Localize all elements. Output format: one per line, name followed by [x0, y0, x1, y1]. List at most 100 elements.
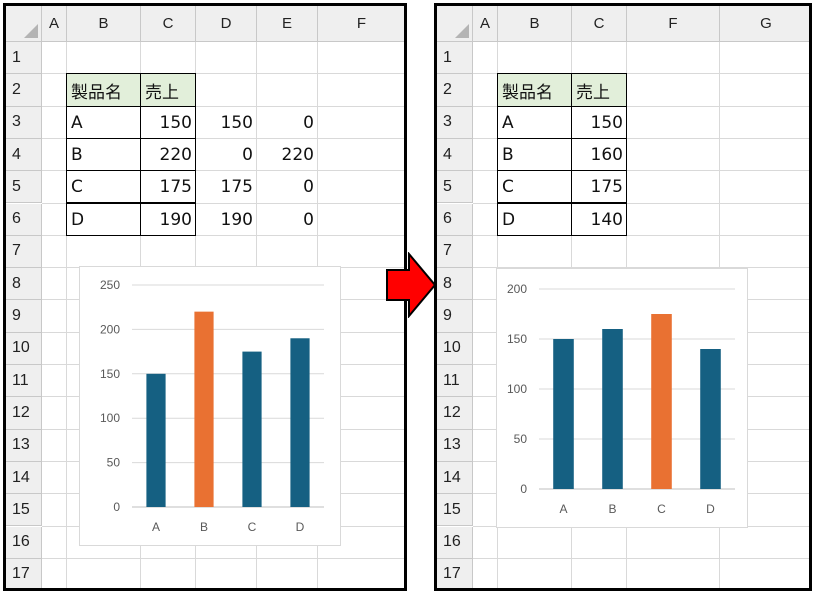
- sales-value-cell[interactable]: 150: [159, 112, 192, 133]
- product-name-cell[interactable]: D: [71, 209, 85, 230]
- right-arrow-icon: [386, 252, 437, 318]
- row-header-11[interactable]: 11: [437, 365, 473, 398]
- y-tick-label: 0: [113, 500, 120, 514]
- row-header-2[interactable]: 2: [6, 74, 42, 107]
- row-header-1[interactable]: 1: [6, 42, 42, 75]
- product-name-cell[interactable]: C: [71, 177, 83, 198]
- bar-chart: 0 50 100 150 200 A B C D: [496, 268, 748, 528]
- sales-value-cell[interactable]: 220: [281, 145, 314, 166]
- sales-value-cell[interactable]: 190: [220, 209, 253, 230]
- table-header-cell: 売上: [572, 74, 627, 107]
- bar-C: [651, 314, 672, 489]
- row-header-13[interactable]: 13: [6, 429, 42, 462]
- sales-value-cell[interactable]: 220: [159, 145, 192, 166]
- row-header-13[interactable]: 13: [437, 429, 473, 462]
- product-name-cell[interactable]: D: [502, 209, 516, 230]
- sales-value-cell[interactable]: 0: [303, 209, 314, 230]
- product-name-cell[interactable]: B: [502, 145, 514, 166]
- column-header-A[interactable]: A: [42, 6, 67, 42]
- column-header-G[interactable]: G: [720, 6, 809, 42]
- column-header-C[interactable]: C: [141, 6, 196, 42]
- row-header-7[interactable]: 7: [6, 235, 42, 269]
- column-header-B[interactable]: B: [67, 6, 141, 42]
- gridline-row: [473, 105, 809, 107]
- row-header-8[interactable]: 8: [6, 268, 42, 301]
- sales-value-cell[interactable]: 0: [303, 112, 314, 133]
- product-name-cell[interactable]: A: [502, 112, 514, 133]
- table-divider: [571, 74, 572, 107]
- column-header-F[interactable]: F: [318, 6, 404, 42]
- row-header-4[interactable]: 4: [6, 138, 42, 172]
- sales-value-cell[interactable]: 175: [590, 177, 623, 198]
- bar-chart-svg: 0 50 100 150 200 A B C D: [507, 282, 735, 516]
- right-spreadsheet: A B C F G 1 2 3 4 5 6 7 8 9 10 11 12 13 14 15 16 17 製品名 売上 A 150 B…: [434, 3, 812, 591]
- y-tick-label: 50: [107, 456, 121, 470]
- sales-value-cell[interactable]: 140: [590, 209, 623, 230]
- row-header-7[interactable]: 7: [437, 235, 473, 269]
- row-header-3[interactable]: 3: [437, 106, 473, 139]
- y-tick-label: 150: [100, 367, 120, 381]
- sales-value-cell[interactable]: 175: [159, 177, 192, 198]
- corner-select-all[interactable]: [6, 6, 42, 42]
- x-tick-label: C: [657, 502, 666, 516]
- row-header-10[interactable]: 10: [437, 332, 473, 365]
- row-header-1[interactable]: 1: [437, 42, 473, 75]
- row-header-14[interactable]: 14: [437, 461, 473, 495]
- row-header-3[interactable]: 3: [6, 106, 42, 139]
- sales-value-cell[interactable]: 0: [242, 145, 253, 166]
- row-header-16[interactable]: 16: [6, 526, 42, 559]
- row-header-6[interactable]: 6: [6, 203, 42, 236]
- row-header-17[interactable]: 17: [6, 558, 42, 588]
- column-header-E[interactable]: E: [257, 6, 318, 42]
- bar-B: [602, 329, 623, 489]
- row-header-10[interactable]: 10: [6, 332, 42, 365]
- column-header-B[interactable]: B: [498, 6, 572, 42]
- row-header-5[interactable]: 5: [437, 171, 473, 204]
- sales-value-cell[interactable]: 190: [159, 209, 192, 230]
- y-tick-label: 100: [507, 382, 527, 396]
- row-header-12[interactable]: 12: [437, 397, 473, 430]
- row-header-8[interactable]: 8: [437, 268, 473, 301]
- table-divider: [140, 74, 141, 107]
- x-tick-label: C: [248, 520, 257, 534]
- gridline-row: [42, 170, 404, 172]
- product-name-cell[interactable]: C: [502, 177, 514, 198]
- column-header-C[interactable]: C: [572, 6, 627, 42]
- column-header-F[interactable]: F: [627, 6, 720, 42]
- row-header-9[interactable]: 9: [6, 300, 42, 333]
- bar-D: [700, 349, 721, 489]
- gridline-row: [42, 137, 404, 139]
- row-header-9[interactable]: 9: [437, 300, 473, 333]
- column-header-A[interactable]: A: [473, 6, 498, 42]
- product-name-cell[interactable]: B: [71, 145, 83, 166]
- bar-C: [242, 351, 262, 507]
- table-header-cell: 製品名: [498, 74, 572, 107]
- row-header-16[interactable]: 16: [437, 526, 473, 559]
- bar-A: [146, 373, 166, 507]
- sales-value-cell[interactable]: 0: [303, 177, 314, 198]
- row-header-5[interactable]: 5: [6, 171, 42, 204]
- row-header-12[interactable]: 12: [6, 397, 42, 430]
- select-all-triangle-icon: [24, 24, 38, 38]
- y-tick-label: 250: [100, 278, 120, 292]
- corner-select-all[interactable]: [437, 6, 473, 42]
- y-tick-label: 200: [507, 282, 527, 296]
- product-name-cell[interactable]: A: [71, 112, 83, 133]
- bar-D: [290, 338, 310, 507]
- row-header-15[interactable]: 15: [6, 494, 42, 527]
- row-header-2[interactable]: 2: [437, 74, 473, 107]
- sales-value-cell[interactable]: 160: [590, 145, 623, 166]
- row-header-14[interactable]: 14: [6, 461, 42, 495]
- row-header-15[interactable]: 15: [437, 494, 473, 527]
- row-header-17[interactable]: 17: [437, 558, 473, 588]
- sales-value-cell[interactable]: 150: [590, 112, 623, 133]
- column-header-D[interactable]: D: [196, 6, 257, 42]
- gridline-row: [473, 73, 809, 75]
- sales-value-cell[interactable]: 175: [220, 177, 253, 198]
- row-header-11[interactable]: 11: [6, 365, 42, 398]
- gridline-row: [473, 234, 809, 236]
- sales-value-cell[interactable]: 150: [220, 112, 253, 133]
- row-header-4[interactable]: 4: [437, 138, 473, 172]
- row-header-6[interactable]: 6: [437, 203, 473, 236]
- select-all-triangle-icon: [455, 24, 469, 38]
